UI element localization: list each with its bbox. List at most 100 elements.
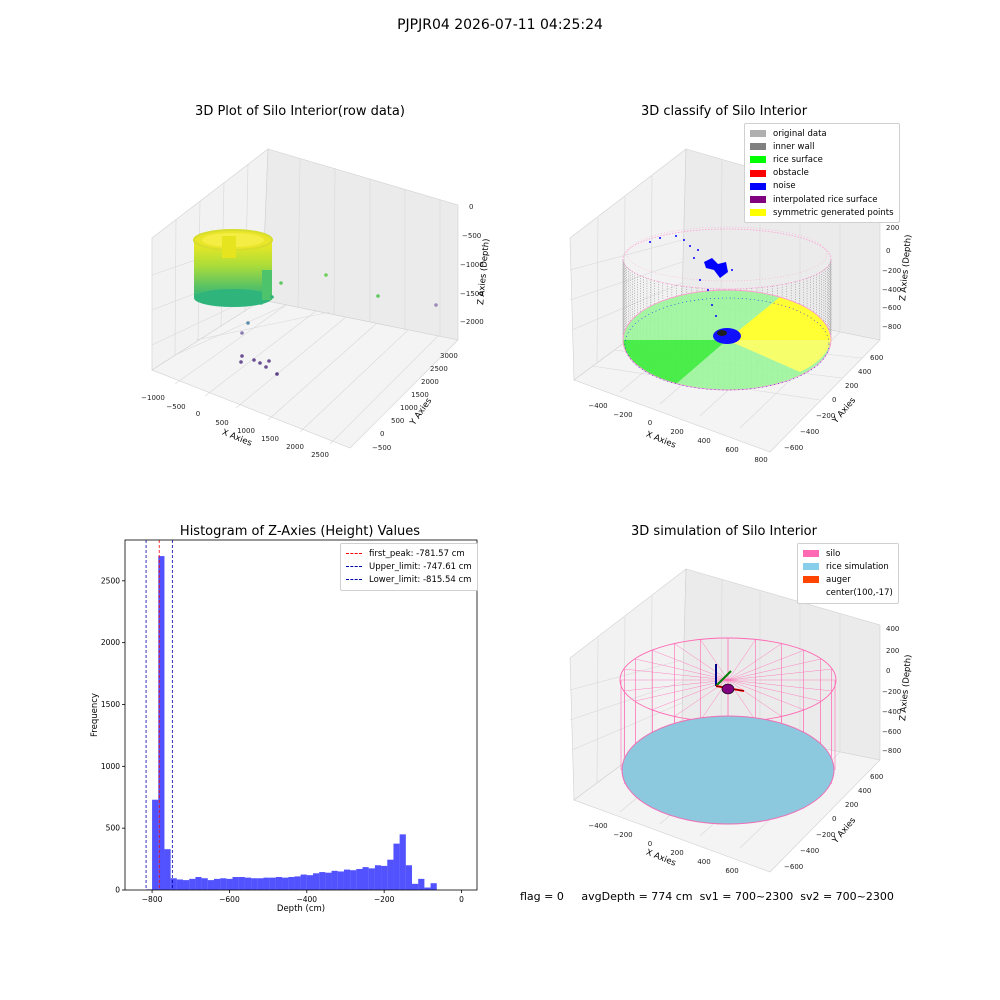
legend-label: noise <box>773 181 796 192</box>
classify-xtick: 600 <box>725 446 738 454</box>
silo-roof-spoke <box>674 643 729 681</box>
legend-item-rice-surface: rice surface <box>750 153 894 166</box>
raw-xtick: 2000 <box>286 443 304 451</box>
classify-xtick: 800 <box>754 456 767 464</box>
histogram-bar <box>201 878 208 890</box>
raw-ytick: 0 <box>380 430 384 438</box>
histogram-bar <box>244 877 252 890</box>
raw-ytick: 2500 <box>430 365 448 373</box>
histogram-bar <box>263 877 270 890</box>
histogram-bar <box>368 868 375 890</box>
histogram-bar <box>312 873 320 890</box>
sim-xtick: −200 <box>613 831 632 839</box>
simulation-legend: silo rice simulation auger center(100,-1… <box>797 543 899 604</box>
silo-roof-spoke <box>727 658 821 681</box>
sim-rice-surface <box>621 715 835 825</box>
raw-xtick: 2500 <box>311 451 329 459</box>
classify-xtick: −200 <box>613 411 632 419</box>
status-sv1: sv1 = 700~2300 <box>699 890 794 903</box>
sim-ytick: −200 <box>816 831 835 839</box>
classify-symmetric-points <box>727 297 831 340</box>
sim-ztick: 400 <box>886 625 899 633</box>
histogram-bar <box>343 869 351 890</box>
histogram-y-tick-label: 500 <box>106 824 121 833</box>
histogram-bar <box>275 877 283 890</box>
raw-floor-pane <box>151 299 459 449</box>
legend-item-lower-limit: Lower_limit: -815.54 cm <box>346 573 472 586</box>
legend-label: symmetric generated points <box>773 207 894 218</box>
sim-grid <box>569 579 841 849</box>
histogram-bar <box>213 878 221 890</box>
silo-roof-spoke <box>727 679 821 702</box>
histogram-bar <box>226 878 233 890</box>
histogram-x-tick-label: −800 <box>142 895 163 904</box>
sim-xtick: 400 <box>697 858 710 866</box>
legend-item-upper-limit: Upper_limit: -747.61 cm <box>346 560 472 573</box>
legend-item-auger: auger <box>803 573 893 586</box>
histogram-bar <box>152 799 159 890</box>
histogram-title: Histogram of Z-Axies (Height) Values <box>179 524 421 539</box>
legend-label: Upper_limit: -747.61 cm <box>369 561 472 572</box>
legend-label: original data <box>773 128 827 139</box>
classify-ztick: −200 <box>882 267 901 275</box>
classify-ztick: −800 <box>882 323 901 331</box>
raw-xtick: −500 <box>166 403 185 411</box>
silo-roof-spoke <box>635 679 729 702</box>
legend-label: interpolated rice surface <box>773 194 878 205</box>
histogram-bar <box>183 880 190 890</box>
raw-xtick: 1500 <box>261 435 279 443</box>
silo-roof-spoke <box>635 658 729 681</box>
classify-z-axis-label: Z Axies (Depth) <box>898 234 914 301</box>
status-sv2: sv2 = 700~2300 <box>800 890 894 903</box>
histogram-bar <box>238 877 245 890</box>
raw-ztick: −1000 <box>460 261 484 269</box>
histogram-y-tick-label: 2000 <box>101 638 120 647</box>
classify-legend: original data inner wall rice surface ob… <box>744 123 900 224</box>
legend-label: inner wall <box>773 141 815 152</box>
status-line: flag = 0 avgDepth = 774 cm sv1 = 700~230… <box>520 890 894 903</box>
silo-roof-spoke <box>727 679 832 692</box>
histogram-bar <box>412 883 419 890</box>
classify-3d-plot: −400 −200 0 200 400 600 800 −600 −400 −2… <box>569 148 914 464</box>
histogram-bar <box>350 870 357 890</box>
classify-xtick: 400 <box>697 437 710 445</box>
raw-xtick: −1000 <box>141 394 165 402</box>
raw-3d-plot: −1000 −500 0 500 1000 1500 2000 2500 −50… <box>141 148 492 459</box>
sim-ytick: −400 <box>800 847 819 855</box>
silo-roof-spoke <box>624 668 729 681</box>
histogram-threshold-lines <box>145 540 173 890</box>
classify-plot-title: 3D classify of Silo Interior <box>640 104 808 119</box>
legend-item-noise: noise <box>750 180 894 193</box>
histogram-bar <box>257 878 264 890</box>
classify-ztick: −400 <box>882 286 901 294</box>
histogram-y-tick-label: 2500 <box>101 576 120 585</box>
classify-top-rim <box>622 228 832 290</box>
histogram-x-tick-label: −600 <box>219 895 240 904</box>
classify-ztick: 200 <box>886 224 899 232</box>
classify-ytick: −400 <box>800 428 819 436</box>
histogram-bar <box>393 843 400 890</box>
histogram-bar <box>170 878 177 890</box>
legend-label: rice simulation <box>826 561 889 572</box>
sim-ztick: 0 <box>886 667 890 675</box>
simulation-plot-title: 3D simulation of Silo Interior <box>631 524 817 539</box>
legend-label: silo <box>826 548 841 559</box>
histogram-bar <box>288 877 295 890</box>
histogram-bar <box>430 883 437 890</box>
histogram-y-tick-label: 1000 <box>101 762 120 771</box>
histogram-legend: first_peak: -781.57 cm Upper_limit: -747… <box>340 543 478 591</box>
legend-label: first_peak: -781.57 cm <box>369 548 465 559</box>
histogram-bar <box>251 878 258 890</box>
classify-ztick: −600 <box>882 304 901 312</box>
silo-roof-spoke <box>727 639 756 681</box>
raw-ztick: −500 <box>462 232 481 240</box>
silo-roof-spoke <box>700 639 729 681</box>
sim-silo-wall <box>620 638 836 824</box>
histogram-bar <box>282 877 289 890</box>
silo-roof-spoke <box>727 679 782 717</box>
histogram-bar <box>362 867 369 890</box>
legend-item-original-data: original data <box>750 127 894 140</box>
simulation-3d-plot: −400 −200 0 200 400 600 −600 −400 −200 0… <box>569 568 914 875</box>
classify-noise-points <box>649 235 733 317</box>
classify-ytick: 0 <box>832 396 836 404</box>
